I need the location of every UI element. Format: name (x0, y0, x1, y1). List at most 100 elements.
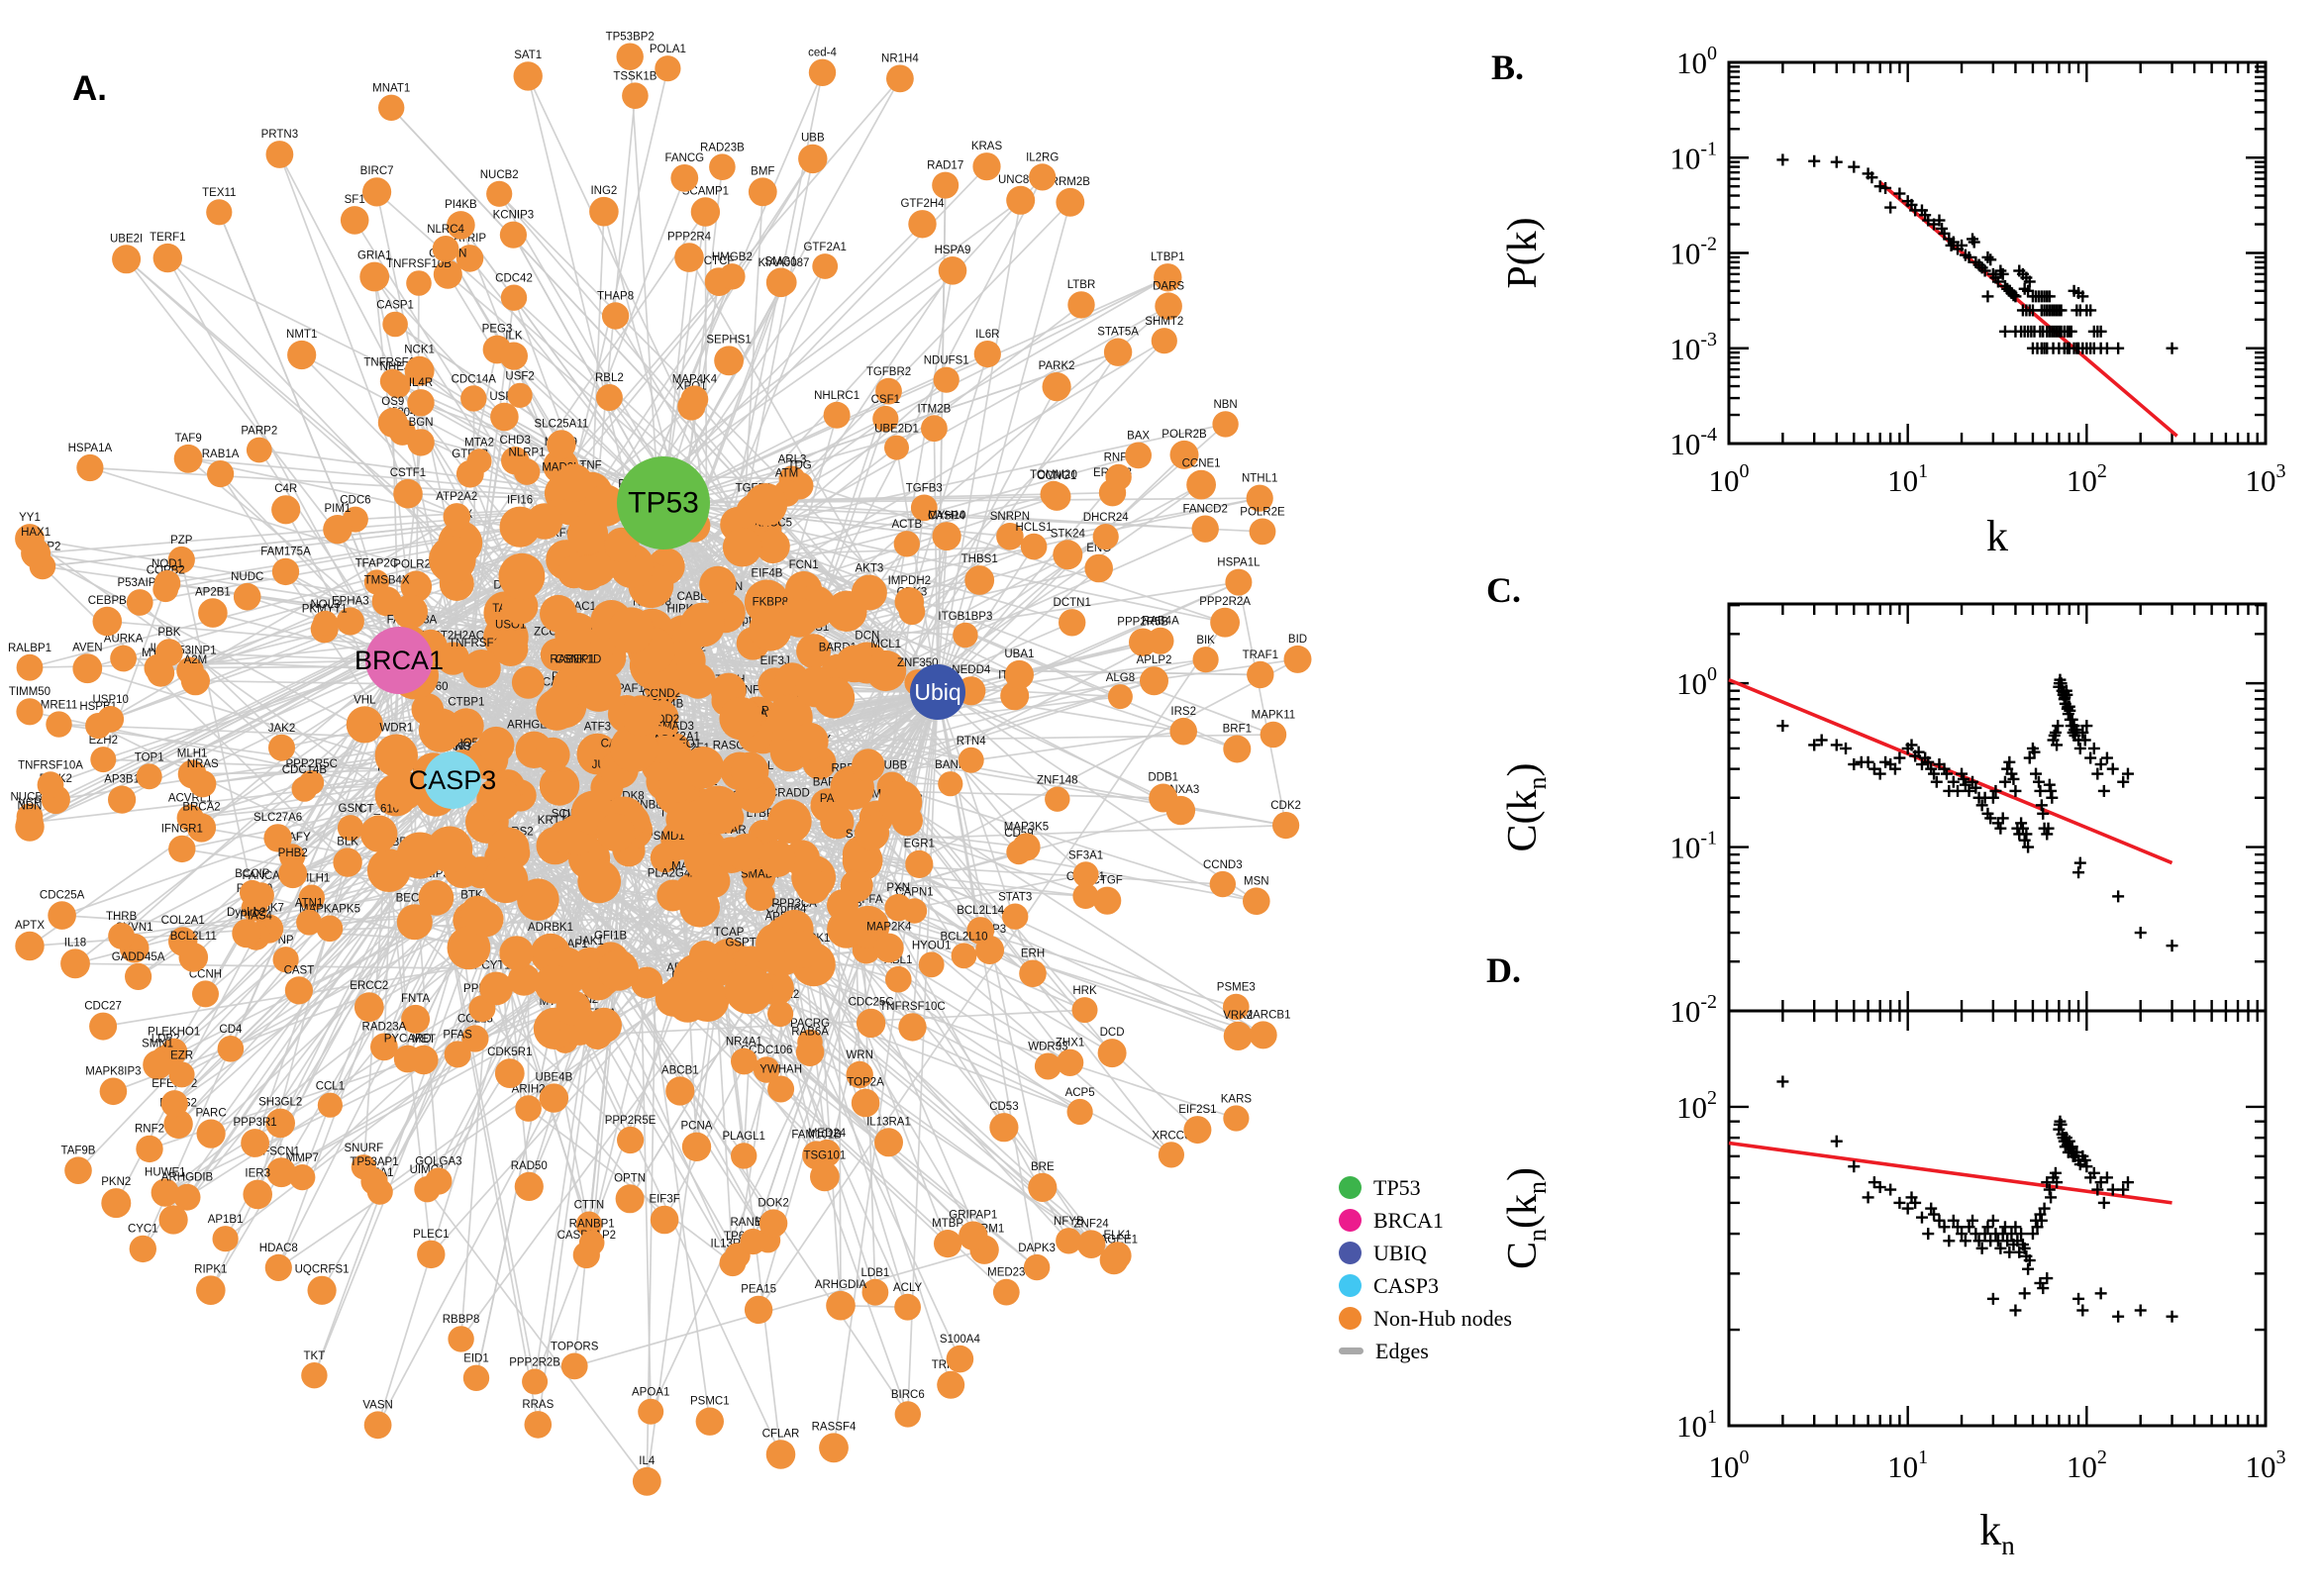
network-node-label: EIF3J (760, 655, 790, 667)
network-node (894, 1293, 921, 1321)
tick-label: 101 (1887, 460, 1928, 498)
network-node (101, 1188, 132, 1219)
panel-label-c: C. (1486, 570, 1521, 610)
legend-node-swatch (1339, 1242, 1362, 1264)
network-node (514, 1171, 544, 1201)
network-node-label: OS9 (381, 396, 404, 408)
legend-label: Edges (1375, 1338, 1429, 1363)
network-node-label: CRADD (769, 787, 810, 799)
legend-item-brca1: BRCA1 (1339, 1204, 1512, 1237)
network-node (407, 389, 435, 417)
network-node-label: POLR2H (393, 558, 439, 570)
network-node-label: CASP1 (376, 300, 414, 312)
network-node (486, 180, 513, 207)
network-node (740, 1228, 766, 1255)
network-node-label: TOP2A (847, 1077, 884, 1089)
network-node-label: MAP3K5 (1004, 822, 1049, 834)
network-node-label: GSN (339, 803, 363, 815)
network-node-label: TP53AP1 (350, 1156, 398, 1168)
network-node-label: VASN (362, 1399, 392, 1411)
network-node (513, 61, 543, 91)
network-node (189, 770, 217, 798)
network-node-label: CYC1 (128, 1224, 158, 1236)
network-node (1059, 609, 1086, 637)
network-node (393, 1045, 422, 1073)
network-node (64, 1156, 92, 1184)
network-node (758, 840, 796, 878)
network-node-label: BCL2L11 (170, 931, 217, 943)
network-node (129, 1235, 156, 1263)
network-node-label: HSPA1A (68, 443, 113, 454)
legend-label: Non-Hub nodes (1373, 1305, 1512, 1331)
network-node-label: PPP2R5B (1117, 617, 1168, 629)
network-node (856, 1008, 886, 1039)
network-node-label: RNF2 (135, 1124, 164, 1136)
network-node (406, 270, 432, 296)
network-node (682, 799, 716, 834)
network-node (507, 963, 541, 996)
network-node-label: NDUFS1 (924, 355, 969, 367)
data-points (1776, 1075, 2178, 1323)
network-node (886, 64, 914, 93)
network-node-label: ELK1 (1104, 1230, 1132, 1242)
network-node (1154, 263, 1182, 292)
network-node (271, 495, 301, 525)
network-node (263, 824, 292, 852)
network-node (1072, 861, 1099, 888)
network-node (97, 706, 125, 733)
network-node (494, 1058, 525, 1088)
network-node (447, 211, 475, 240)
network-node (1006, 185, 1036, 215)
network-node (1045, 786, 1070, 812)
network-node (407, 429, 435, 456)
network-node-label: SNURF (344, 1143, 383, 1154)
network-node (233, 582, 261, 611)
network-node (278, 859, 308, 889)
tick-label: 102 (2067, 1446, 2107, 1484)
network-node-label: MTBP (932, 1218, 963, 1230)
network-node-label: RAB6A (791, 1027, 829, 1039)
network-node (241, 1129, 269, 1157)
network-node-label: THBS1 (961, 553, 998, 565)
network-node (264, 1253, 292, 1281)
network-node-label: PKMYT1 (302, 603, 348, 615)
network-node (212, 1226, 239, 1252)
network-node-label: CSNK1D (556, 653, 602, 665)
network-node (893, 531, 920, 557)
network-node-label: ITM2B (917, 403, 951, 415)
network-node (1223, 993, 1250, 1021)
network-node-label: BID (1288, 634, 1307, 646)
network-nodes: TCAPIfi204TP53INP1P53AIP1H2AFYSMG1ZCCHC8… (8, 31, 1312, 1496)
network-node (607, 607, 655, 653)
network-node-label: WDR33 (1028, 1042, 1067, 1053)
network-node-label: SF1 (345, 194, 365, 206)
network-node (76, 453, 104, 482)
network-node (232, 919, 261, 948)
network-node (1001, 903, 1029, 930)
network-node-label: NR1H4 (881, 53, 919, 65)
network-node (476, 777, 522, 822)
network-node (1192, 647, 1219, 673)
network-node-label: POLR2B (1162, 429, 1207, 441)
tick-label: 10-2 (1669, 991, 1717, 1029)
network-node-label: CTTN (574, 1200, 605, 1212)
network-node-label: PPP2R2B (509, 1356, 560, 1368)
network-node (1246, 484, 1273, 512)
network-node (217, 1036, 245, 1062)
network-node (1249, 1021, 1277, 1049)
network-node-label: RANBP1 (569, 1218, 615, 1230)
network-node (699, 565, 737, 604)
network-node (298, 884, 325, 911)
network-node-label: APLP2 (1137, 654, 1172, 666)
network-node-label: SNRPN (990, 511, 1030, 523)
network-node (60, 948, 90, 979)
network-node (798, 144, 828, 174)
network-node (168, 1061, 195, 1088)
network-node (744, 1295, 773, 1325)
network-node (744, 483, 788, 527)
network-node-label: RRM2B (1051, 176, 1091, 188)
network-node (813, 677, 856, 719)
network-node-label: RBL2 (595, 372, 624, 384)
network-node-label: BAX (1127, 431, 1150, 443)
network-node (384, 770, 424, 811)
